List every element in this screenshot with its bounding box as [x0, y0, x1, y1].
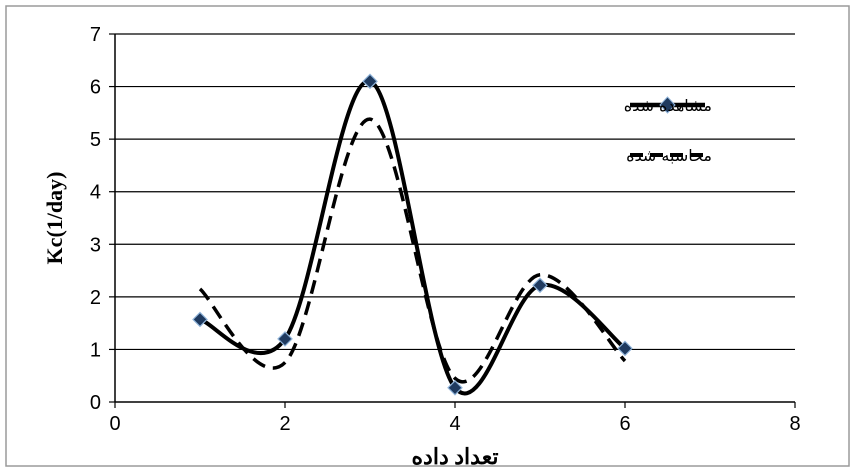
- y-tick-label: 7: [90, 24, 101, 46]
- x-tick-label: 4: [449, 413, 460, 435]
- series-line-1: [198, 117, 627, 384]
- legend-label-calculated: محاسبه شده: [626, 146, 712, 165]
- x-tick-labels: 0 2 4 6 8: [109, 402, 801, 435]
- y-tick-labels: 0 1 2 3 4 5 6 7: [90, 24, 115, 414]
- y-axis-title: Kc(1/day): [42, 172, 67, 265]
- legend-label-observed: مشاهده شده: [624, 96, 712, 115]
- legend: مشاهده شده محاسبه شده: [624, 96, 712, 165]
- x-tick-label: 8: [789, 413, 800, 435]
- chart-border: [5, 5, 850, 467]
- y-tick-label: 4: [90, 182, 101, 204]
- x-tick-label: 6: [619, 413, 630, 435]
- y-tick-label: 0: [90, 392, 101, 414]
- y-tick-label: 2: [90, 287, 101, 309]
- data-point-marker: [277, 331, 293, 347]
- x-tick-label: 2: [279, 413, 290, 435]
- y-tick-label: 5: [90, 129, 101, 151]
- x-tick-label: 0: [109, 413, 120, 435]
- legend-marker-observed: [659, 96, 676, 114]
- data-point-marker: [362, 73, 378, 90]
- y-tick-label: 3: [90, 234, 101, 256]
- x-axis-title: تعداد داده: [412, 444, 499, 469]
- gridlines: [115, 33, 795, 351]
- data-point-marker: [617, 340, 633, 357]
- data-point-marker: [532, 277, 548, 294]
- data-point-marker: [192, 311, 208, 328]
- data-point-marker: [447, 379, 463, 396]
- y-tick-label: 1: [90, 339, 101, 361]
- markers: [192, 73, 633, 396]
- y-tick-label: 6: [90, 77, 101, 99]
